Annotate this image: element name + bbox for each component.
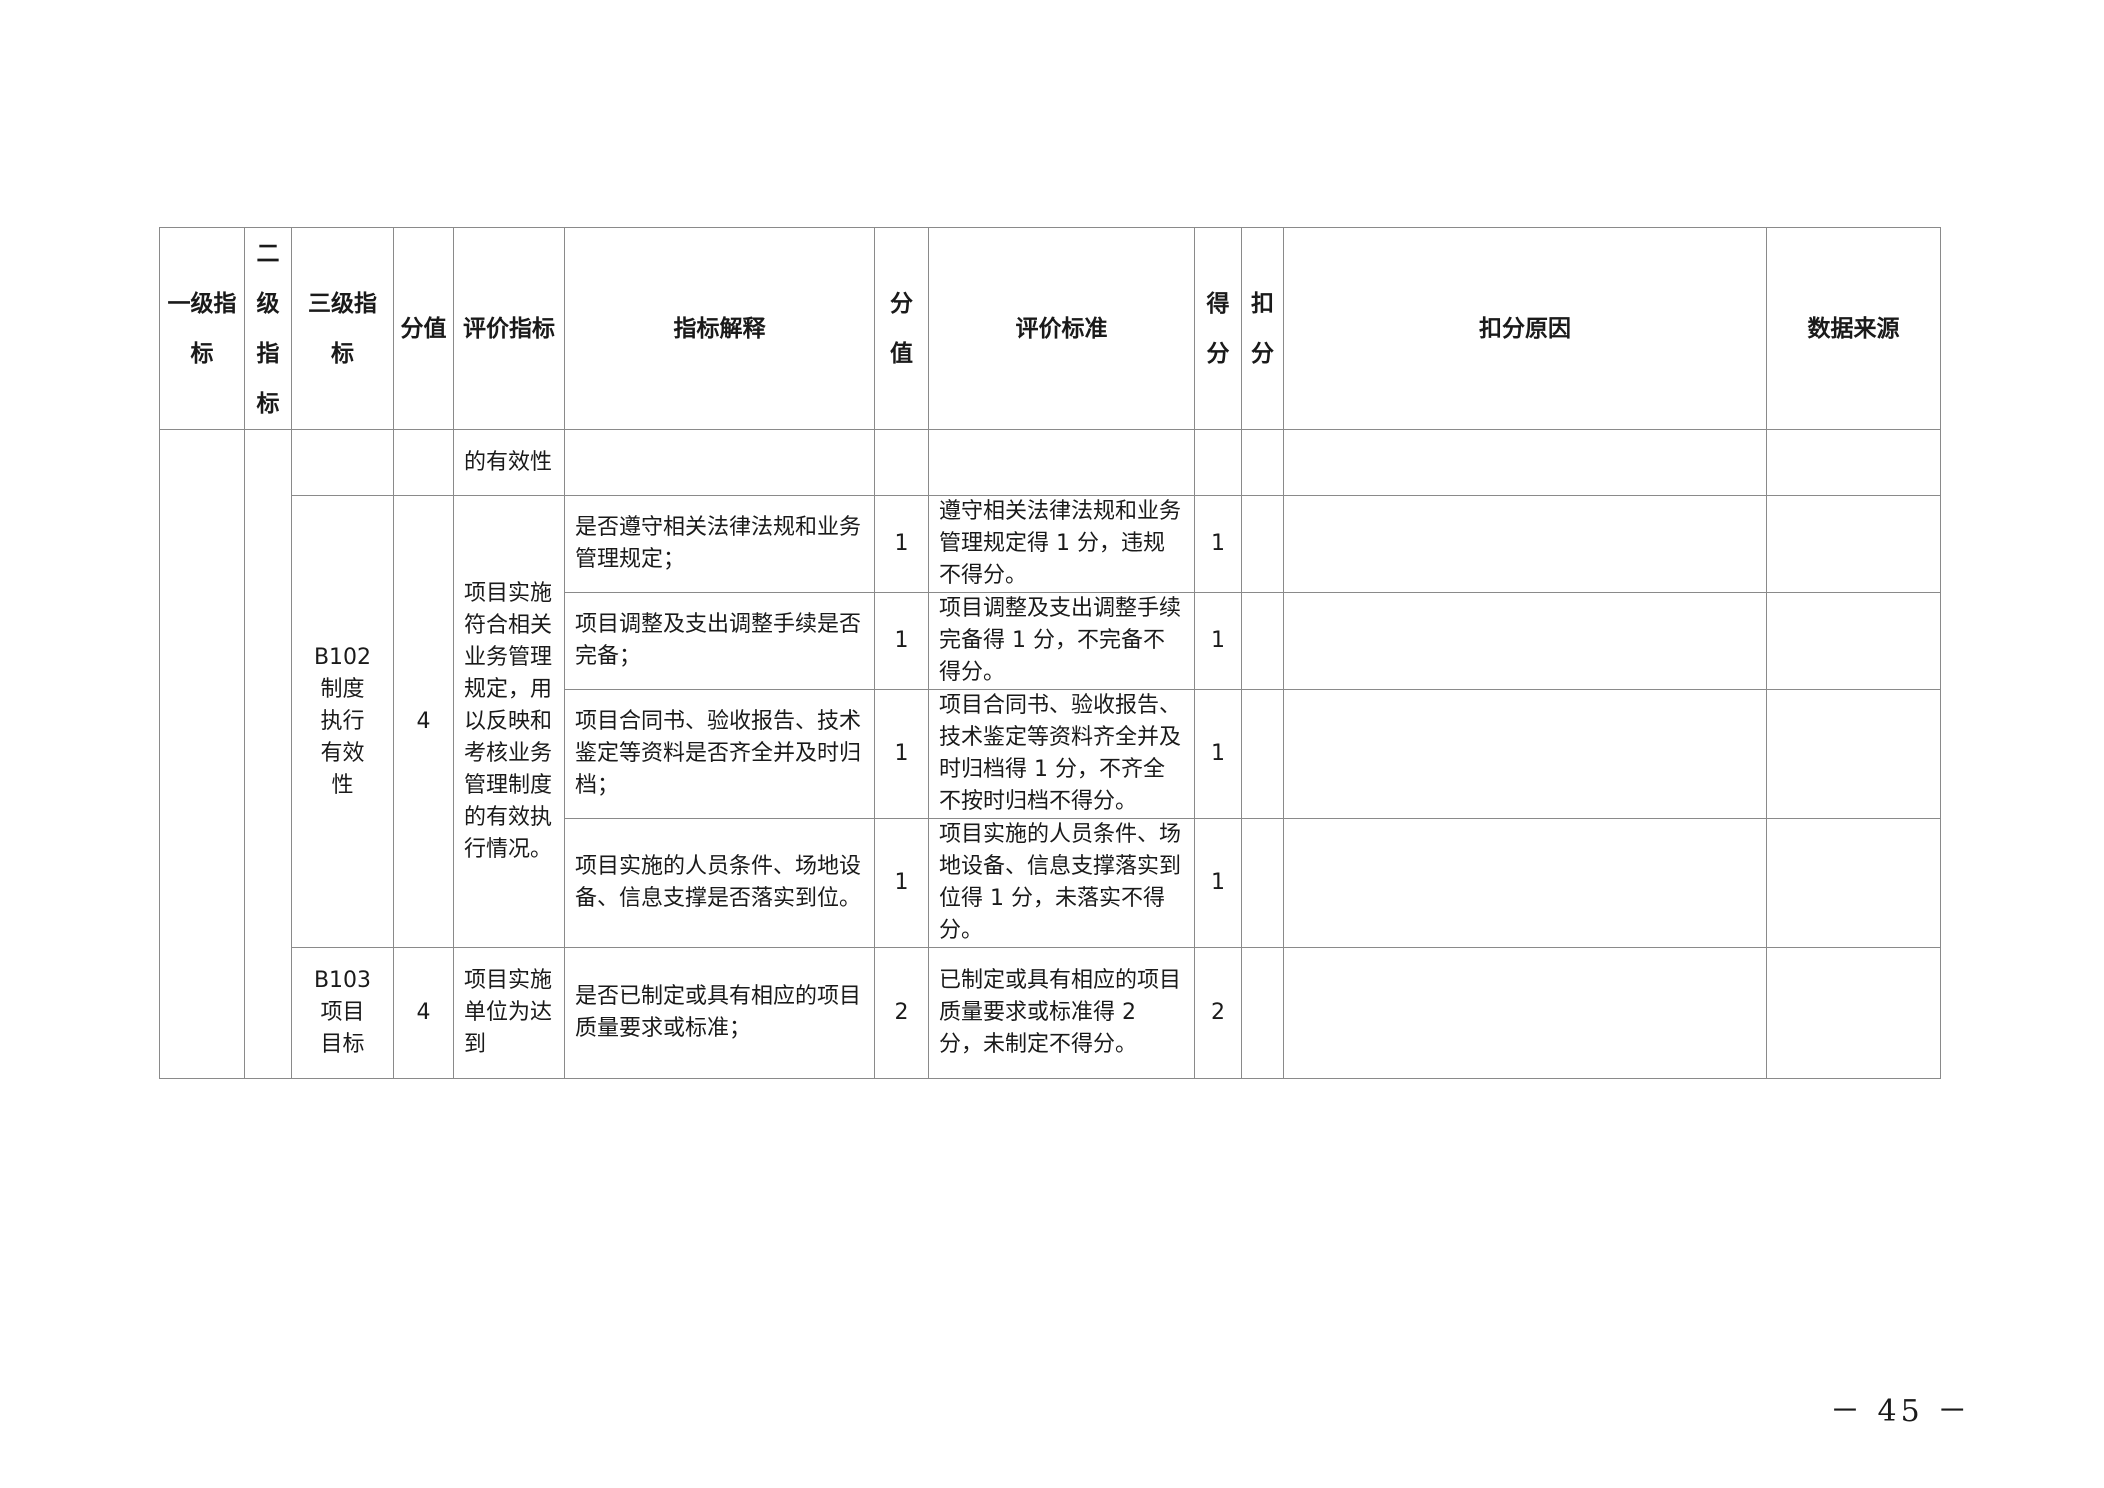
header-item-score: 分值: [874, 227, 929, 430]
indicator-code: B102: [313, 644, 372, 670]
reason-cell: [1283, 689, 1767, 819]
header-indicator: 评价指标: [453, 227, 565, 430]
got-cell: 1: [1194, 689, 1242, 819]
reason-cell: [1283, 592, 1767, 690]
level3-cell: B103 项目目标: [291, 947, 394, 1079]
deduct-cell: [1241, 689, 1284, 819]
table-row: 项目合同书、验收报告、技术鉴定等资料是否齐全并及时归档； 1 项目合同书、验收报…: [160, 689, 1941, 819]
page-number: － 45 －: [1830, 1394, 1972, 1429]
score-cell: 4: [393, 495, 454, 948]
got-cell: 1: [1194, 592, 1242, 690]
reason-cell: [1283, 429, 1767, 496]
item-score-cell: 1: [874, 592, 929, 690]
standard-cell: 项目实施的人员条件、场地设备、信息支撑落实到位得 1 分，未落实不得分。: [928, 818, 1195, 948]
item-score-cell: 1: [874, 689, 929, 819]
header-deduct: 扣分: [1241, 227, 1284, 430]
table-row: 的有效性: [159, 429, 1941, 1079]
indicator-cell: 的有效性: [453, 429, 565, 496]
source-cell: [1766, 592, 1941, 690]
item-score-cell: 1: [874, 818, 929, 948]
explain-cell: 是否已制定或具有相应的项目质量要求或标准；: [564, 947, 875, 1079]
header-source: 数据来源: [1766, 227, 1941, 430]
table-row: B102 制度执行有效性 4 项目实施符合相关业务管理规定，用以反映和考核业务管理…: [160, 495, 1941, 948]
source-cell: [1766, 495, 1941, 593]
standard-cell: 项目合同书、验收报告、技术鉴定等资料齐全并及时归档得 1 分，不齐全不按时归档不…: [928, 689, 1195, 819]
score-cell: [393, 429, 454, 496]
indicator-cell: 项目实施单位为达到: [453, 947, 565, 1079]
indicator-name: 制度执行有效性: [320, 676, 365, 798]
level2-cell: [244, 429, 292, 1079]
got-cell: 1: [1194, 495, 1242, 593]
deduct-cell: [1241, 947, 1284, 1079]
header-level2: 二级指标: [244, 227, 292, 430]
reason-cell: [1283, 818, 1767, 948]
standard-cell: [928, 429, 1195, 496]
source-cell: [1766, 689, 1941, 819]
level1-cell: [159, 429, 245, 1079]
explain-cell: 项目合同书、验收报告、技术鉴定等资料是否齐全并及时归档；: [564, 689, 875, 819]
indicator-name: 项目目标: [320, 1000, 365, 1057]
source-cell: [1766, 429, 1941, 496]
deduct-cell: [1241, 592, 1284, 690]
deduct-cell: [1241, 429, 1284, 496]
table-row: 项目实施的人员条件、场地设备、信息支撑是否落实到位。 1 项目实施的人员条件、场…: [160, 818, 1941, 948]
explain-cell: 项目调整及支出调整手续是否完备；: [564, 592, 875, 690]
score-cell: 4: [393, 947, 454, 1079]
item-score-cell: [874, 429, 929, 496]
deduct-cell: [1241, 495, 1284, 593]
source-cell: [1766, 947, 1941, 1079]
header-row: 一级指标 二级指标 三级指标 分值 评价指标 指标解释 分值 评价标准 得分 扣…: [159, 227, 1941, 430]
deduct-cell: [1241, 818, 1284, 948]
standard-cell: 遵守相关法律法规和业务管理规定得 1 分，违规不得分。: [928, 495, 1195, 593]
evaluation-table: 一级指标 二级指标 三级指标 分值 评价指标 指标解释 分值 评价标准 得分 扣…: [159, 227, 1941, 1079]
explain-cell: [564, 429, 875, 496]
got-cell: 2: [1194, 947, 1242, 1079]
explain-cell: 项目实施的人员条件、场地设备、信息支撑是否落实到位。: [564, 818, 875, 948]
indicator-cell: 项目实施符合相关业务管理规定，用以反映和考核业务管理制度的有效执行情况。: [453, 495, 565, 948]
table-row: B103 项目目标 4 项目实施单位为达到 是否已制定或具有相应的项目质量要求或标…: [160, 947, 1941, 1079]
level3-cell: B102 制度执行有效性: [291, 495, 394, 948]
header-level3: 三级指标: [291, 227, 394, 430]
got-cell: [1194, 429, 1242, 496]
reason-cell: [1283, 495, 1767, 593]
header-explain: 指标解释: [564, 227, 875, 430]
explain-cell: 是否遵守相关法律法规和业务管理规定；: [564, 495, 875, 593]
level3-cell: [291, 429, 394, 496]
header-score: 分值: [393, 227, 454, 430]
header-level1: 一级指标: [159, 227, 245, 430]
reason-cell: [1283, 947, 1767, 1079]
header-deduct-reason: 扣分原因: [1283, 227, 1767, 430]
got-cell: 1: [1194, 818, 1242, 948]
item-score-cell: 2: [874, 947, 929, 1079]
standard-cell: 已制定或具有相应的项目质量要求或标准得 2 分，未制定不得分。: [928, 947, 1195, 1079]
indicator-code: B103: [313, 968, 372, 993]
header-standard: 评价标准: [928, 227, 1195, 430]
table-row: 项目调整及支出调整手续是否完备； 1 项目调整及支出调整手续完备得 1 分，不完…: [160, 592, 1941, 690]
header-got: 得分: [1194, 227, 1242, 430]
standard-cell: 项目调整及支出调整手续完备得 1 分，不完备不得分。: [928, 592, 1195, 690]
item-score-cell: 1: [874, 495, 929, 593]
source-cell: [1766, 818, 1941, 948]
